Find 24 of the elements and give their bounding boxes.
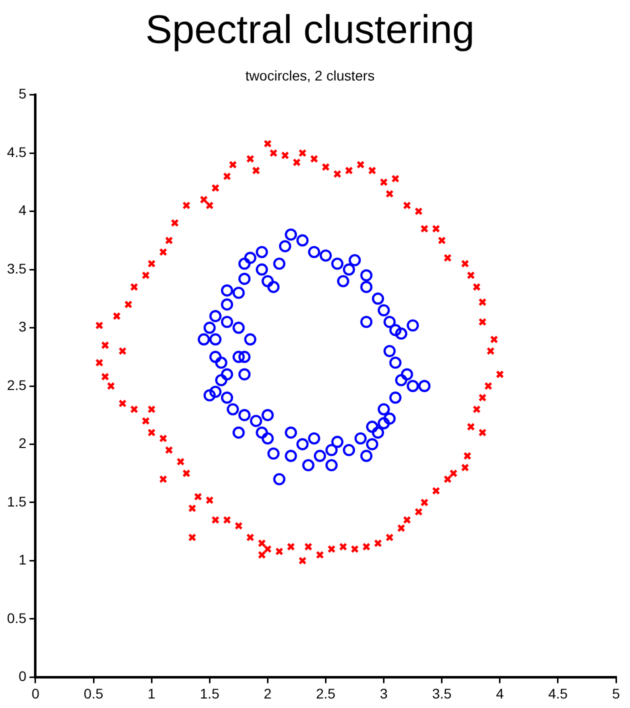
chart-title: Spectral clustering	[145, 8, 475, 52]
y-tick-label: 1	[18, 552, 27, 568]
x-tick-label: 1	[148, 685, 156, 702]
y-tick-label: 3	[18, 318, 27, 335]
y-tick-label: 0.5	[6, 610, 27, 626]
y-tick-label: 1.5	[6, 493, 27, 510]
chart-subtitle: twocircles, 2 clusters	[245, 67, 375, 84]
x-tick-label: 3	[380, 685, 388, 702]
x-tick-label: 4.5	[548, 685, 568, 702]
y-tick-label: 0	[18, 668, 27, 684]
x-tick-label: 3.5	[432, 685, 452, 702]
y-tick-label: 2.5	[6, 376, 27, 393]
x-tick-label: 0.5	[84, 685, 104, 702]
y-tick-label: 4.5	[6, 144, 27, 160]
x-tick-label: 0	[32, 685, 40, 702]
x-tick-label: 2	[264, 685, 272, 702]
y-tick-label: 5	[18, 86, 27, 102]
y-tick-label: 2	[18, 435, 27, 452]
y-tick-label: 4	[18, 202, 27, 218]
x-tick-label: 1.5	[200, 685, 220, 702]
x-tick-label: 2.5	[316, 685, 336, 702]
y-tick-label: 3.5	[6, 260, 27, 276]
x-tick-label: 4	[496, 685, 504, 702]
x-tick-label: 5	[612, 685, 620, 702]
